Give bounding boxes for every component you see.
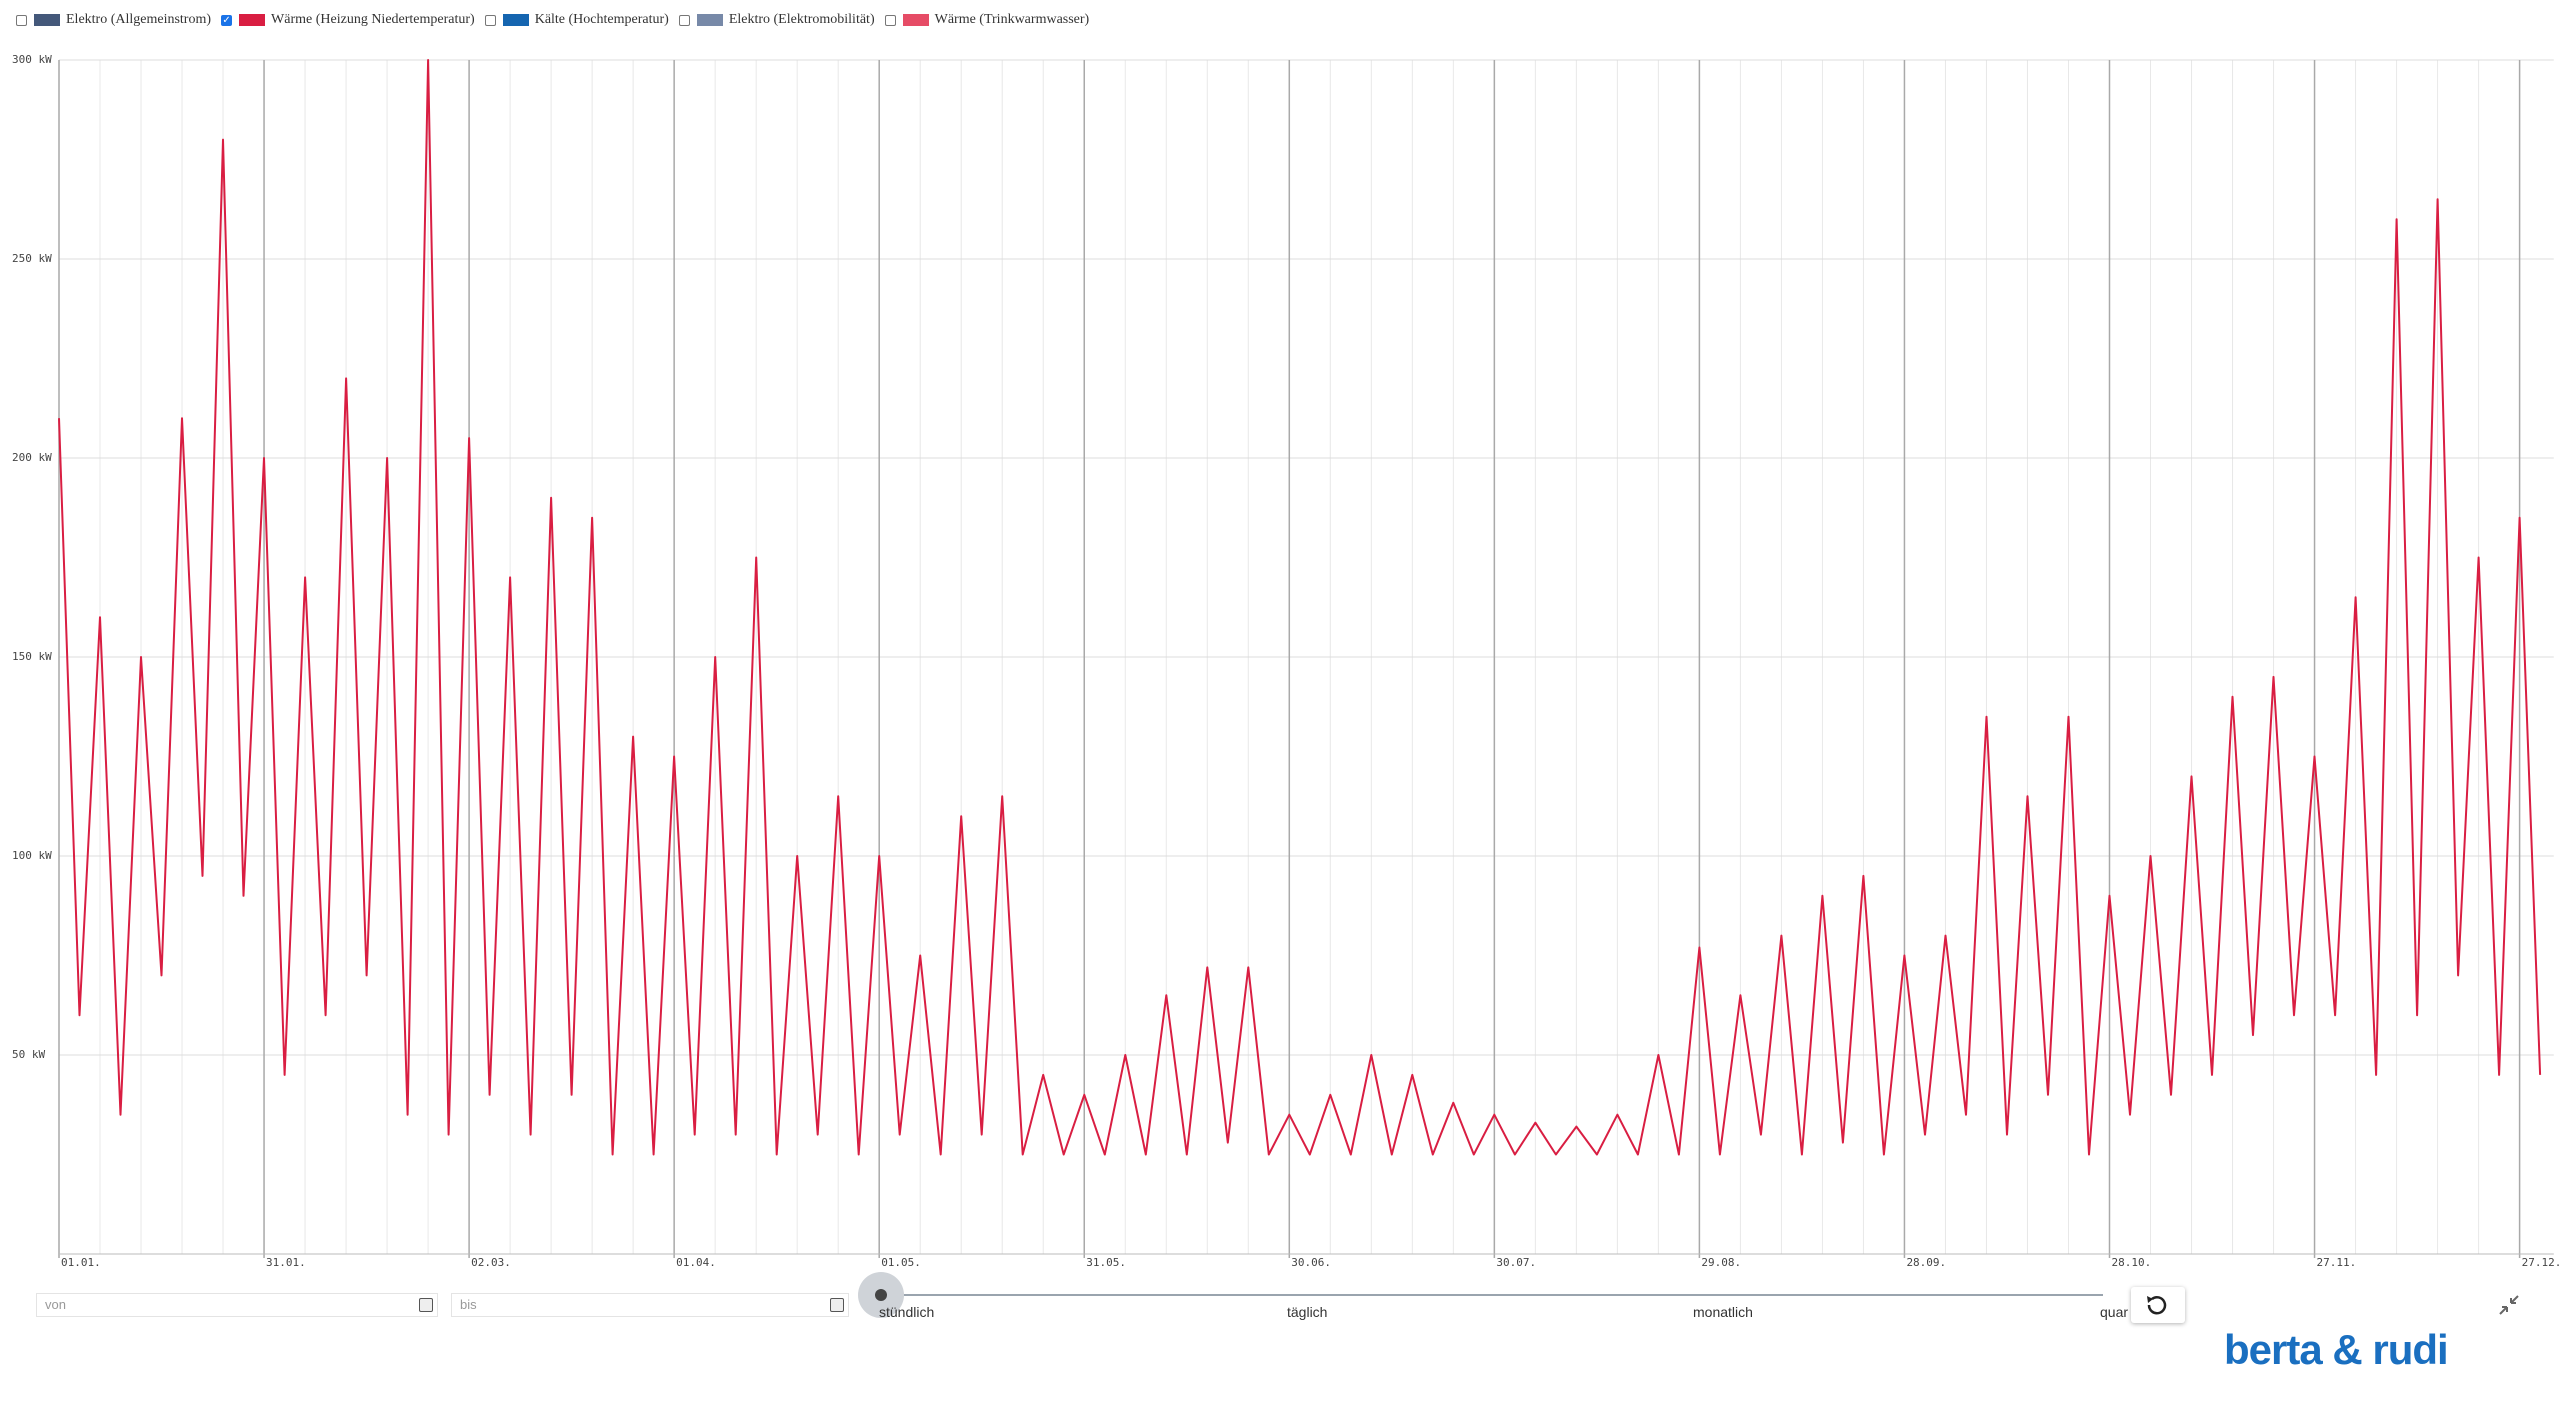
legend-swatch (239, 14, 266, 26)
x-tick-label: 27.11. (2317, 1256, 2357, 1269)
resolution-slider[interactable] (0, 1270, 2560, 1330)
checkbox[interactable] (16, 14, 27, 26)
checkbox[interactable] (884, 14, 896, 26)
x-tick-label: 31.05. (1086, 1256, 1126, 1269)
legend-item[interactable]: Elektro (Allgemeinstrom) (16, 12, 211, 28)
resolution-label[interactable]: stündlich (879, 1304, 935, 1320)
checkbox[interactable]: ✓ (221, 14, 233, 26)
legend: Elektro (Allgemeinstrom) ✓ Wärme (Heizung … (16, 12, 1099, 28)
calendar-icon[interactable] (830, 1298, 844, 1312)
legend-swatch (696, 14, 723, 26)
resolution-label[interactable]: quar (2100, 1304, 2129, 1320)
reset-button[interactable] (2131, 1287, 2185, 1323)
slider-knob[interactable] (875, 1289, 887, 1301)
y-tick-label: 300 kW (12, 53, 52, 66)
to-input[interactable]: bis (451, 1293, 849, 1317)
legend-label: Wärme (Trinkwarmwasser) (934, 12, 1090, 27)
resolution-label[interactable]: täglich (1287, 1304, 1328, 1320)
x-tick-label: 27.12. (2522, 1256, 2560, 1269)
legend-item[interactable]: Kälte (Hochtemperatur) (484, 12, 669, 28)
legend-label: Elektro (Allgemeinstrom) (66, 12, 212, 27)
x-tick-label: 30.06. (1291, 1256, 1331, 1269)
checkbox[interactable] (678, 14, 690, 26)
legend-swatch (902, 14, 929, 26)
x-tick-label: 01.05. (881, 1256, 921, 1269)
data-line (58, 59, 2542, 1156)
y-tick-label: 50 kW (12, 1048, 45, 1061)
x-tick-label: 02.03. (471, 1256, 511, 1269)
y-tick-label: 200 kW (12, 451, 52, 464)
placeholder: bis (460, 1297, 477, 1312)
x-tick-label: 28.09. (1906, 1256, 1946, 1269)
y-tick-label: 250 kW (12, 252, 52, 265)
legend-label: Elektro (Elektromobilität) (728, 12, 875, 27)
legend-label: Wärme (Heizung Niedertemperatur) (271, 12, 475, 27)
x-tick-label: 31.01. (266, 1256, 306, 1269)
x-tick-label: 28.10. (2112, 1256, 2152, 1269)
x-tick-label: 01.01. (61, 1256, 101, 1269)
y-tick-label: 150 kW (12, 650, 52, 663)
x-tick-label: 01.04. (676, 1256, 716, 1269)
placeholder: von (45, 1297, 66, 1312)
legend-swatch (502, 14, 529, 26)
x-tick-label: 30.07. (1496, 1256, 1536, 1269)
x-tick-label: 29.08. (1701, 1256, 1741, 1269)
brand-logo: berta & rudi (2224, 1326, 2449, 1373)
from-input[interactable]: von (36, 1293, 438, 1317)
y-tick-label: 100 kW (12, 849, 52, 862)
legend-swatch (34, 14, 60, 26)
legend-item[interactable]: ✓ Wärme (Heizung Niedertemperatur) (221, 12, 475, 28)
collapse-icon[interactable] (2497, 1293, 2521, 1317)
resolution-label[interactable]: monatlich (1693, 1304, 1753, 1320)
checkbox[interactable] (484, 14, 496, 26)
chart: 50 kW 100 kW 150 kW 200 kW 250 kW 300 kW 01.01… (12, 53, 2560, 1269)
calendar-icon[interactable] (419, 1298, 433, 1312)
legend-item[interactable]: Wärme (Trinkwarmwasser) (884, 12, 1090, 28)
reset-icon (2147, 1296, 2167, 1315)
legend-item[interactable]: Elektro (Elektromobilität) (678, 12, 875, 28)
legend-label: Kälte (Hochtemperatur) (534, 12, 669, 27)
